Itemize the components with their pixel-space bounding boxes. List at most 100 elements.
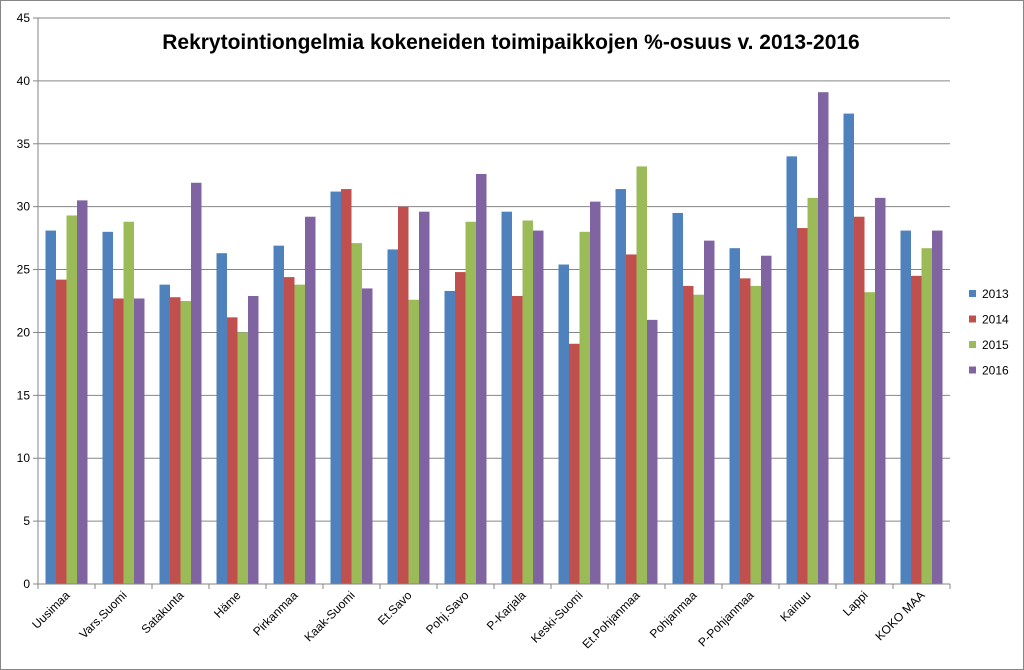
legend-label-2013: 2013: [982, 287, 1009, 301]
bar-2015: [237, 332, 248, 584]
x-tick-label: Pohj.Savo: [423, 588, 472, 637]
bar-2014: [455, 272, 466, 584]
bar-2014: [569, 343, 580, 584]
legend-label-2014: 2014: [982, 313, 1009, 327]
bar-2014: [398, 206, 409, 584]
bar-2015: [921, 248, 932, 584]
x-tick-label: Pohjanmaa: [647, 588, 700, 641]
bar-2015: [294, 284, 305, 584]
bar-2014: [341, 189, 352, 584]
bar-2013: [387, 249, 398, 585]
bar-2014: [740, 278, 751, 584]
bar-2015: [123, 221, 134, 584]
bar-2013: [216, 253, 227, 584]
x-tick-label: Kaak-Suomi: [301, 588, 357, 644]
bar-2015: [408, 299, 419, 584]
bar-2015: [864, 292, 875, 584]
bar-2014: [626, 254, 637, 584]
bar-2014: [854, 216, 865, 584]
legend-swatch-2014: [969, 315, 976, 323]
y-tick-label: 25: [17, 263, 31, 277]
bar-2016: [647, 319, 658, 584]
bar-2015: [579, 231, 590, 585]
bar-2015: [66, 215, 77, 584]
x-tick-label: P-Pohjanmaa: [695, 588, 757, 650]
y-tick-label: 15: [17, 388, 31, 402]
bar-2016: [476, 173, 487, 584]
bar-2016: [248, 295, 259, 584]
bar-2014: [797, 228, 808, 584]
y-tick-label: 20: [17, 325, 31, 339]
x-tick-label: Kainuu: [777, 588, 813, 624]
chart-title: Rekrytointiongelmia kokeneiden toimipaik…: [162, 31, 860, 54]
bar-2013: [900, 230, 911, 584]
bar-2014: [113, 298, 124, 584]
x-tick-label: Uusimaa: [29, 588, 73, 632]
bar-2015: [636, 166, 647, 584]
bar-2016: [191, 182, 202, 584]
x-tick-label: Lappi: [840, 588, 871, 619]
bar-2013: [786, 156, 797, 584]
bar-2016: [932, 230, 943, 584]
bar-2013: [558, 264, 569, 584]
bar-2016: [533, 230, 544, 584]
bar-2014: [512, 295, 523, 584]
y-tick-label: 0: [23, 577, 30, 591]
x-tick-label: Keski-Suomi: [528, 588, 586, 646]
bar-2015: [522, 220, 533, 584]
y-tick-label: 5: [23, 514, 30, 528]
bar-2013: [45, 230, 56, 584]
bar-2013: [159, 284, 170, 584]
y-tick-label: 35: [17, 137, 31, 151]
bar-2014: [170, 297, 181, 584]
bar-2014: [683, 285, 694, 584]
bar-2013: [330, 191, 341, 584]
legend-label-2016: 2016: [982, 364, 1009, 378]
bar-2014: [227, 317, 238, 584]
bar-2014: [911, 275, 922, 584]
bar-2013: [729, 248, 740, 584]
bar-2016: [134, 298, 145, 584]
legend-swatch-2015: [969, 341, 976, 348]
x-tick-label: Pirkanmaa: [250, 588, 301, 639]
bar-2016: [761, 255, 772, 584]
x-tick-label: Häme: [211, 588, 244, 621]
bar-2014: [56, 279, 67, 584]
legend: 2013 2014 2015 2016: [969, 287, 1009, 378]
y-tick-label: 30: [17, 200, 31, 214]
x-tick-label: Et.Savo: [375, 588, 415, 628]
bar-2013: [672, 212, 683, 584]
bar-2016: [704, 240, 715, 585]
x-axis-ticks: Uusimaa Vars.Suomi Satakunta Häme Pirkanmaa K…: [29, 584, 951, 651]
bar-2013: [501, 211, 512, 584]
bar-2016: [77, 200, 88, 584]
bar-2016: [305, 216, 316, 584]
x-tick-label: KOKO MAA: [872, 588, 927, 643]
bar-2015: [693, 294, 704, 584]
bar-2016: [590, 201, 601, 584]
y-tick-label: 45: [17, 11, 31, 25]
x-tick-label: Et.Pohjanmaa: [579, 588, 642, 651]
bar-2013: [273, 245, 284, 584]
bar-2016: [818, 92, 829, 584]
y-axis-ticks: 0 5 10 15 20 25 30 35 40 45: [17, 11, 38, 591]
bar-2016: [875, 197, 886, 584]
bar-2013: [843, 113, 854, 584]
bar-2015: [750, 285, 761, 584]
bar-2013: [615, 189, 626, 584]
y-tick-label: 10: [17, 451, 31, 465]
legend-swatch-2013: [969, 290, 976, 297]
bar-2013: [444, 290, 455, 584]
bar-2015: [465, 221, 476, 584]
bar-2014: [284, 277, 295, 584]
legend-label-2015: 2015: [982, 338, 1009, 352]
bar-2016: [419, 211, 430, 584]
x-tick-label: Satakunta: [139, 588, 187, 636]
x-tick-label: P-Karjala: [484, 588, 529, 633]
x-tick-label: Vars.Suomi: [76, 588, 129, 641]
bar-2016: [362, 288, 373, 584]
bar-2015: [351, 243, 362, 585]
y-tick-label: 40: [17, 74, 31, 88]
